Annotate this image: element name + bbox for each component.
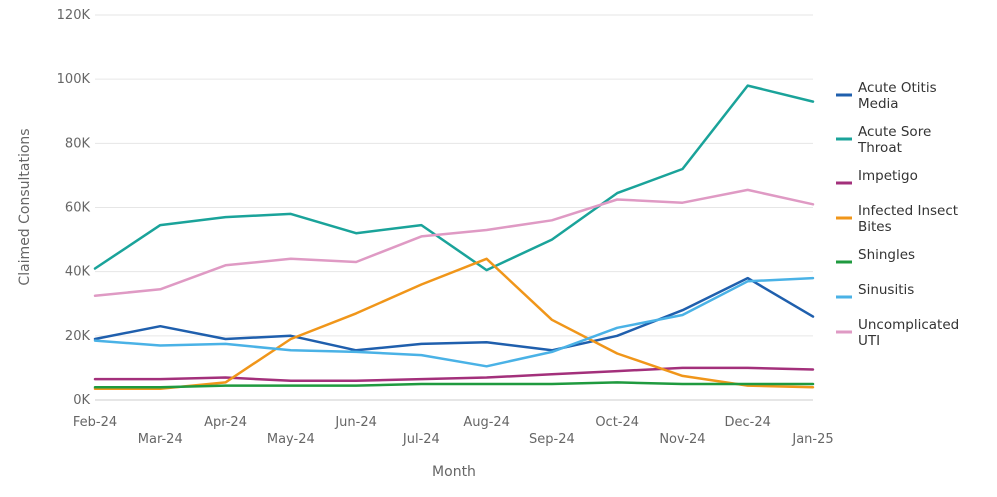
- y-tick-label: 60K: [65, 201, 91, 216]
- series-line-acute-sore-throat: [93, 84, 815, 272]
- series-line-uncomplicated-uti: [93, 188, 815, 297]
- x-tick-label: Dec-24: [725, 415, 771, 430]
- legend-item[interactable]: Acute Sore Throat: [836, 124, 931, 156]
- series-line-sinusitis: [93, 276, 815, 368]
- x-axis-title: Month: [432, 464, 476, 480]
- series-line-acute-otitis-media: [93, 276, 815, 352]
- x-tick-label: Aug-24: [463, 415, 510, 430]
- series-line-shingles: [93, 381, 815, 389]
- legend-item[interactable]: Shingles: [836, 247, 915, 264]
- legend-item[interactable]: Impetigo: [836, 168, 918, 185]
- x-tick-label: Jan-25: [791, 432, 833, 447]
- y-tick-label: 40K: [65, 265, 91, 280]
- legend-item[interactable]: Sinusitis: [836, 282, 914, 299]
- x-tick-label: Jun-24: [334, 415, 377, 430]
- series-lines: [93, 84, 815, 391]
- legend-item[interactable]: Acute Otitis Media: [836, 80, 937, 112]
- legend-label: Infected Insect Bites: [858, 203, 958, 235]
- x-tick-label: Sep-24: [529, 432, 575, 447]
- legend-label: Acute Otitis Media: [858, 80, 937, 112]
- x-tick-label: Jul-24: [402, 432, 440, 447]
- x-tick-label: Feb-24: [73, 415, 117, 430]
- x-tick-label: May-24: [267, 432, 315, 447]
- legend-label: Acute Sore Throat: [857, 124, 931, 156]
- series-line-impetigo: [93, 366, 815, 383]
- y-tick-label: 0K: [73, 393, 90, 408]
- legend-item[interactable]: Infected Insect Bites: [836, 203, 958, 235]
- legend-label: Uncomplicated UTI: [858, 317, 959, 349]
- legend: Acute Otitis Media Acute Sore Throat Impetig…: [836, 80, 959, 349]
- x-axis-ticks: Feb-24 Mar-24 Apr-24 May-24 Jun-24 Jul-24 Aug-…: [73, 415, 834, 447]
- legend-label: Impetigo: [858, 168, 918, 184]
- y-tick-label: 120K: [57, 8, 91, 23]
- y-axis-ticks: 0K 20K 40K 60K 80K 100K 120K: [57, 8, 91, 408]
- series-line-infected-insect-bites: [93, 257, 815, 391]
- legend-label: Sinusitis: [858, 282, 914, 298]
- x-tick-label: Oct-24: [595, 415, 639, 430]
- y-axis-title: Claimed Consultations: [17, 128, 33, 285]
- x-tick-label: Apr-24: [204, 415, 247, 430]
- y-tick-label: 80K: [65, 136, 91, 151]
- y-tick-label: 20K: [65, 329, 91, 344]
- legend-label: Shingles: [858, 247, 915, 263]
- y-tick-label: 100K: [57, 72, 91, 87]
- legend-item[interactable]: Uncomplicated UTI: [836, 317, 959, 349]
- x-tick-label: Nov-24: [659, 432, 705, 447]
- x-tick-label: Mar-24: [138, 432, 183, 447]
